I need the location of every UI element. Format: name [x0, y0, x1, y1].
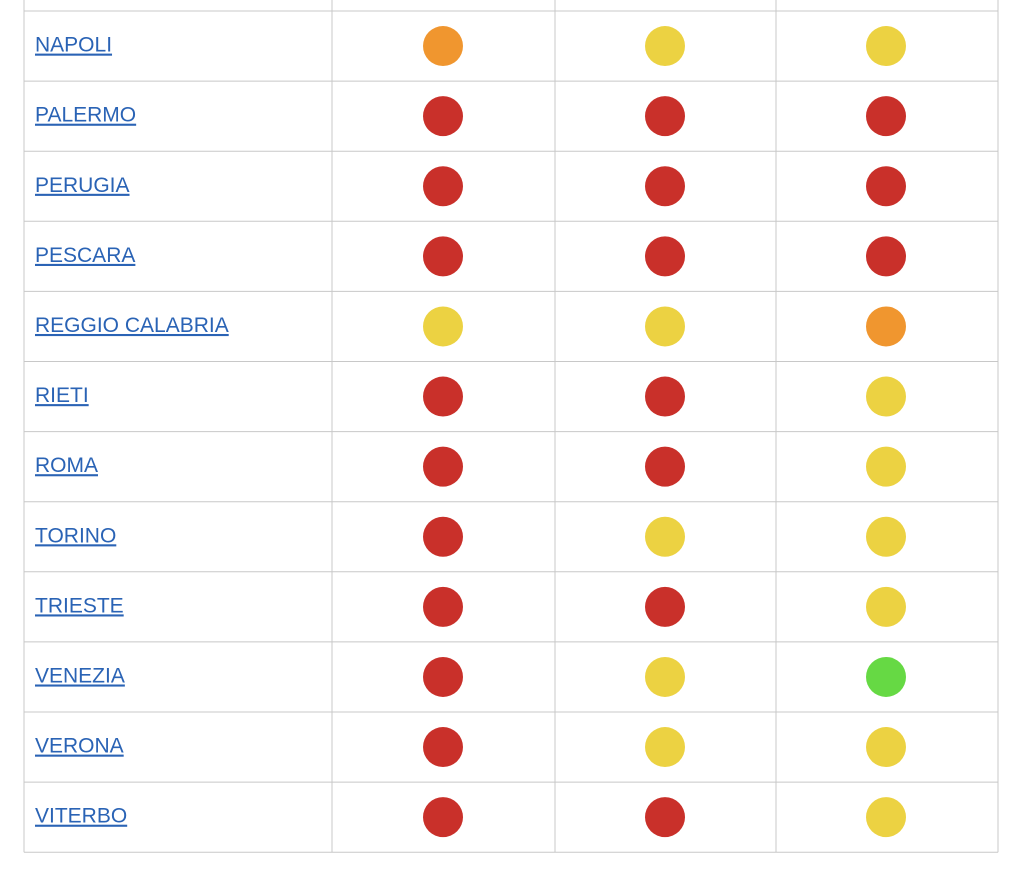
status-dot [423, 516, 463, 557]
status-dot [866, 376, 906, 417]
status-dot [866, 797, 906, 838]
status-dot [645, 656, 685, 697]
city-link[interactable]: PESCARA [35, 244, 135, 267]
status-dot [423, 96, 463, 137]
city-link[interactable]: ROMA [35, 454, 98, 477]
status-dot [645, 376, 685, 417]
status-dot [645, 727, 685, 768]
city-link[interactable]: TORINO [35, 524, 116, 547]
status-dot [645, 446, 685, 487]
status-dot [645, 306, 685, 347]
city-link[interactable]: TRIESTE [35, 594, 124, 617]
status-dot [866, 306, 906, 347]
status-dot [866, 236, 906, 277]
status-dot [866, 727, 906, 768]
status-dot [423, 376, 463, 417]
status-dot [645, 516, 685, 557]
city-link[interactable]: VENEZIA [35, 664, 125, 687]
status-dot [866, 26, 906, 67]
status-dot [866, 96, 906, 137]
status-dot [866, 586, 906, 627]
status-dot [423, 26, 463, 67]
city-link[interactable]: PERUGIA [35, 174, 130, 197]
status-dot [645, 26, 685, 67]
status-dot [423, 586, 463, 627]
city-link[interactable]: PALERMO [35, 104, 136, 127]
status-dot [866, 656, 906, 697]
status-dot [423, 727, 463, 768]
city-link[interactable]: VITERBO [35, 805, 127, 828]
city-link[interactable]: VERONA [35, 735, 124, 758]
status-dot [866, 516, 906, 557]
status-dot [423, 236, 463, 277]
status-dot [423, 446, 463, 487]
status-dot [645, 96, 685, 137]
status-dot [423, 797, 463, 838]
city-link[interactable]: REGGIO CALABRIA [35, 314, 229, 337]
city-link[interactable]: NAPOLI [35, 34, 112, 57]
status-dot [645, 166, 685, 207]
status-dot [645, 236, 685, 277]
status-dot [423, 306, 463, 347]
status-dot [866, 166, 906, 207]
status-dot [423, 166, 463, 207]
status-dot [866, 446, 906, 487]
status-dot [645, 586, 685, 627]
city-link[interactable]: RIETI [35, 384, 89, 407]
status-dot [423, 656, 463, 697]
status-dot [645, 797, 685, 838]
